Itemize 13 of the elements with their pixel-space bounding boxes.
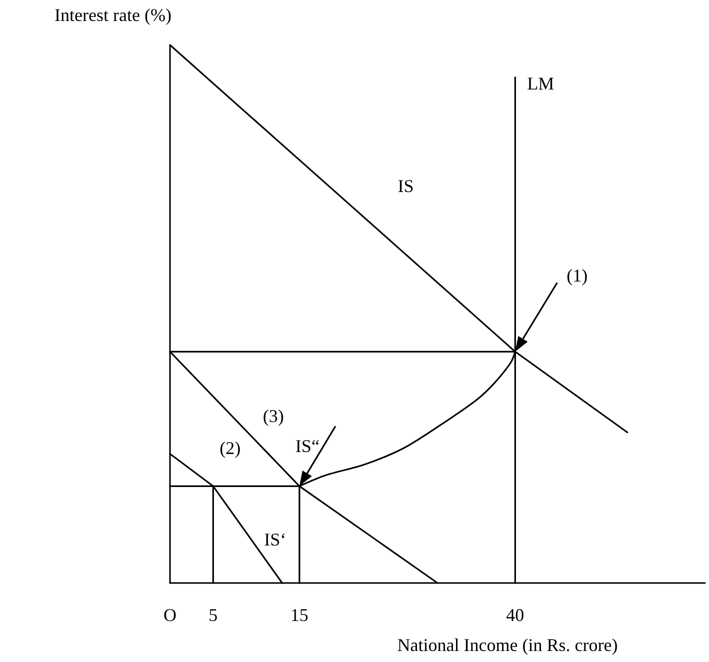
- annotation: (1): [566, 266, 588, 286]
- series-label: IS“: [295, 436, 320, 456]
- x-tick-label: 40: [506, 605, 524, 625]
- x-tick-label: O: [164, 605, 176, 625]
- x-axis-title: National Income (in Rs. crore): [397, 635, 618, 655]
- annotation: (2): [220, 438, 241, 458]
- series-label: IS‘: [264, 529, 286, 550]
- x-tick-label: 5: [208, 605, 218, 625]
- series-label: LM: [527, 73, 554, 94]
- annotation: (3): [262, 406, 284, 426]
- text: IS: [398, 176, 414, 196]
- x-tick-label: 15: [290, 605, 308, 625]
- y-axis-title: Interest rate (%): [54, 5, 172, 25]
